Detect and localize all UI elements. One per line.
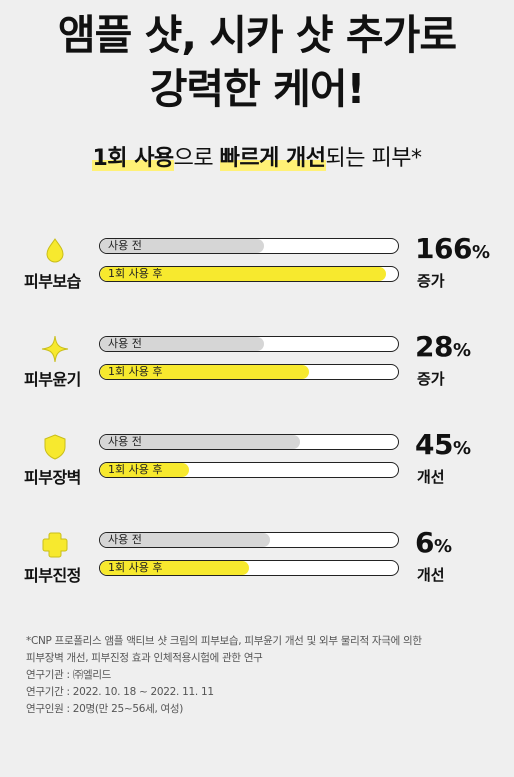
after-bar: 1회 사용 후	[99, 462, 399, 478]
change-label: 증가	[417, 370, 445, 388]
before-bar: 사용 전	[99, 238, 399, 254]
after-bar-label: 1회 사용 후	[108, 267, 163, 280]
subhead-text-2: 되는 피부*	[325, 146, 422, 171]
change-label: 증가	[417, 272, 445, 290]
category-label: 피부윤기	[24, 370, 81, 389]
before-bar-fill	[100, 435, 300, 449]
result-unit: %	[471, 242, 490, 263]
after-bar-label: 1회 사용 후	[108, 365, 163, 378]
footnote-line: 연구인원 : 20명(만 25~56세, 여성)	[26, 703, 184, 715]
footnote-line: 연구기관 : ㈜엘리드	[26, 669, 112, 681]
category-label: 피부보습	[24, 272, 81, 291]
before-bar-fill	[100, 337, 264, 351]
after-bar-label: 1회 사용 후	[108, 561, 163, 574]
after-bar: 1회 사용 후	[99, 266, 399, 282]
droplet-icon	[46, 238, 64, 263]
result-row-glow: 피부윤기 사용 전 1회 사용 후 28% 증가	[0, 330, 514, 414]
before-bar: 사용 전	[99, 434, 399, 450]
result-unit: %	[433, 536, 452, 557]
subheadline: 1회 사용으로 빠르게 개선되는 피부*	[0, 140, 514, 172]
cross-icon	[42, 532, 68, 558]
result-number: 45	[415, 428, 453, 461]
result-row-soothing: 피부진정 사용 전 1회 사용 후 6% 개선	[0, 526, 514, 610]
headline-line-1: 앰플 샷, 시카 샷 추가로	[57, 11, 457, 59]
result-value: 166%	[415, 232, 490, 265]
before-bar-fill	[100, 533, 270, 547]
after-bar-fill	[100, 463, 190, 477]
shield-icon	[44, 434, 66, 460]
before-bar-label: 사용 전	[108, 533, 142, 546]
footnote-line: 연구기간 : 2022. 10. 18 ~ 2022. 11. 11	[26, 686, 214, 698]
footnote-line: *CNP 프로폴리스 앰플 액티브 샷 크림의 피부보습, 피부윤기 개선 및 …	[26, 635, 422, 647]
category-label: 피부장벽	[24, 468, 81, 487]
after-bar: 1회 사용 후	[99, 364, 399, 380]
before-bar-label: 사용 전	[108, 337, 142, 350]
change-label: 개선	[417, 566, 445, 584]
result-number: 166	[415, 232, 472, 265]
subhead-highlight-2: 빠르게 개선	[219, 146, 326, 171]
headline-line-2: 강력한 케어!	[149, 65, 366, 113]
after-bar: 1회 사용 후	[99, 560, 399, 576]
result-row-moisture: 피부보습 사용 전 1회 사용 후 166% 증가	[0, 232, 514, 316]
headline: 앰플 샷, 시카 샷 추가로 강력한 케어!	[0, 8, 514, 116]
before-bar: 사용 전	[99, 336, 399, 352]
after-bar-fill	[100, 267, 387, 281]
before-bar-label: 사용 전	[108, 239, 142, 252]
subhead-text-1: 으로	[173, 146, 220, 171]
before-bar: 사용 전	[99, 532, 399, 548]
subhead-highlight-1: 1회 사용	[92, 146, 174, 171]
category-label: 피부진정	[24, 566, 81, 585]
result-unit: %	[452, 438, 471, 459]
result-number: 28	[415, 330, 453, 363]
result-value: 45%	[415, 428, 471, 461]
change-label: 개선	[417, 468, 445, 486]
footnote-line: 피부장벽 개선, 피부진정 효과 인체적용시험에 관한 연구	[26, 652, 263, 664]
before-bar-fill	[100, 239, 264, 253]
result-value: 6%	[415, 526, 452, 559]
after-bar-fill	[100, 561, 249, 575]
after-bar-fill	[100, 365, 309, 379]
after-bar-label: 1회 사용 후	[108, 463, 163, 476]
before-bar-label: 사용 전	[108, 435, 142, 448]
result-number: 6	[415, 526, 434, 559]
study-footnote: *CNP 프로폴리스 앰플 액티브 샷 크림의 피부보습, 피부윤기 개선 및 …	[26, 633, 422, 718]
sparkle-icon	[41, 335, 69, 363]
result-row-barrier: 피부장벽 사용 전 1회 사용 후 45% 개선	[0, 428, 514, 512]
result-unit: %	[452, 340, 471, 361]
result-value: 28%	[415, 330, 471, 363]
